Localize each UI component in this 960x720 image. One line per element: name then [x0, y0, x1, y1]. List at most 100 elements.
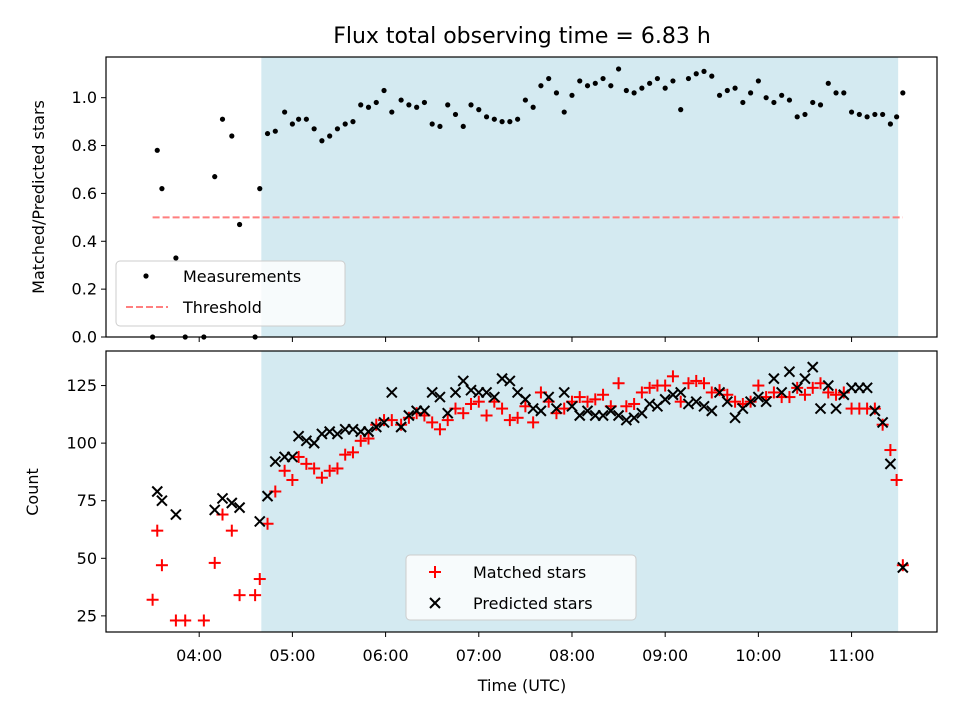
predicted-point-b [457, 375, 469, 387]
matched-point [659, 379, 672, 392]
matched-point [151, 524, 164, 537]
matched-point [620, 400, 633, 413]
matched-point [402, 411, 415, 424]
predicted-point [744, 395, 757, 408]
predicted-point-b [316, 428, 328, 440]
predicted-point-b [480, 386, 493, 399]
predicted-point-b [605, 405, 617, 417]
predicted-point [760, 395, 772, 408]
predicted-point [403, 409, 415, 422]
predicted-point-b [261, 490, 274, 502]
matched-point [558, 402, 571, 415]
measurement-point [608, 83, 614, 89]
predicted-point [465, 384, 477, 396]
top-observing-span [261, 57, 899, 337]
predicted-point-b [156, 495, 168, 507]
bottom-legend: Matched stars Predicted stars [405, 554, 637, 621]
legend-matched-label: Matched stars [473, 563, 586, 582]
x-tick-label: 11:00 [829, 646, 875, 665]
measurement-point [173, 255, 179, 261]
predicted-point-b [386, 386, 398, 399]
predicted-point [706, 405, 718, 417]
measurement-point [229, 133, 235, 139]
predicted-point [721, 395, 734, 408]
predicted-point-b [308, 437, 320, 449]
measurement-point [561, 109, 567, 115]
matched-point [253, 573, 266, 586]
matched-point [721, 388, 734, 401]
measurement-point [414, 104, 420, 110]
predicted-point [768, 372, 780, 385]
measurement-point [670, 78, 676, 84]
measurement-point [748, 90, 754, 96]
predicted-point-b [783, 366, 796, 378]
measurement-point [272, 128, 278, 134]
measurement-point [817, 102, 824, 108]
legend-matched-marker [429, 566, 441, 578]
measurement-point [342, 121, 348, 127]
predicted-point [395, 421, 407, 433]
legend-predicted-marker [429, 597, 441, 609]
predicted-point [323, 425, 336, 438]
measurement-point [763, 95, 769, 101]
measurement-point [311, 126, 317, 132]
top-y-axis-label: Matched/Predicted stars [29, 100, 48, 294]
predicted-point-b [667, 389, 679, 401]
predicted-point [667, 389, 679, 401]
matched-point [465, 397, 478, 410]
predicted-point [480, 386, 493, 399]
predicted-point-b [897, 561, 909, 574]
predicted-point-b [449, 386, 462, 399]
legend-predicted-label: Predicted stars [473, 594, 593, 613]
series-measurements [149, 66, 906, 340]
y-tick-label: 0.4 [72, 232, 97, 251]
predicted-point-b [542, 391, 555, 403]
predicted-point-b [744, 395, 757, 408]
measurement-point [678, 107, 684, 113]
predicted-point [504, 375, 516, 387]
matched-point [589, 393, 602, 406]
predicted-point-b [791, 382, 803, 394]
predicted-point [426, 386, 438, 399]
measurement-point [282, 109, 288, 115]
predicted-point-b [628, 412, 640, 424]
measurement-point [303, 116, 309, 122]
measurement-point [154, 147, 160, 153]
matched-point [705, 386, 718, 399]
matched-point [155, 559, 168, 572]
measurement-point [794, 114, 800, 120]
top-axes-frame [105, 56, 938, 338]
predicted-point-b [527, 402, 539, 415]
matched-point [511, 411, 524, 424]
predicted-point [775, 386, 788, 399]
measurement-point [724, 87, 730, 94]
predicted-point [308, 437, 320, 449]
predicted-point-b [170, 508, 182, 521]
matched-point [278, 464, 291, 477]
predicted-point [659, 393, 671, 406]
predicted-point [605, 405, 617, 417]
predicted-point [527, 402, 539, 415]
predicted-point [558, 386, 570, 399]
predicted-point [830, 402, 842, 415]
predicted-point-b [347, 423, 359, 436]
matched-point [876, 418, 889, 431]
matched-point [682, 377, 695, 390]
predicted-point-b [706, 405, 718, 417]
predicted-point-b [713, 386, 726, 399]
matched-point [385, 414, 398, 427]
measurement-point [848, 109, 855, 115]
matched-point [698, 377, 711, 390]
predicted-point [226, 497, 238, 509]
matched-point [480, 409, 493, 422]
series-predicted-stars [151, 361, 909, 574]
measurement-point [600, 75, 606, 82]
y-tick-label: 0.2 [72, 280, 97, 299]
predicted-point-b [216, 492, 229, 505]
predicted-point-b [729, 412, 741, 424]
measurement-point [452, 111, 459, 118]
measurement-point [358, 102, 364, 108]
bottom-axes-frame [105, 350, 938, 633]
predicted-point-b [403, 409, 415, 422]
